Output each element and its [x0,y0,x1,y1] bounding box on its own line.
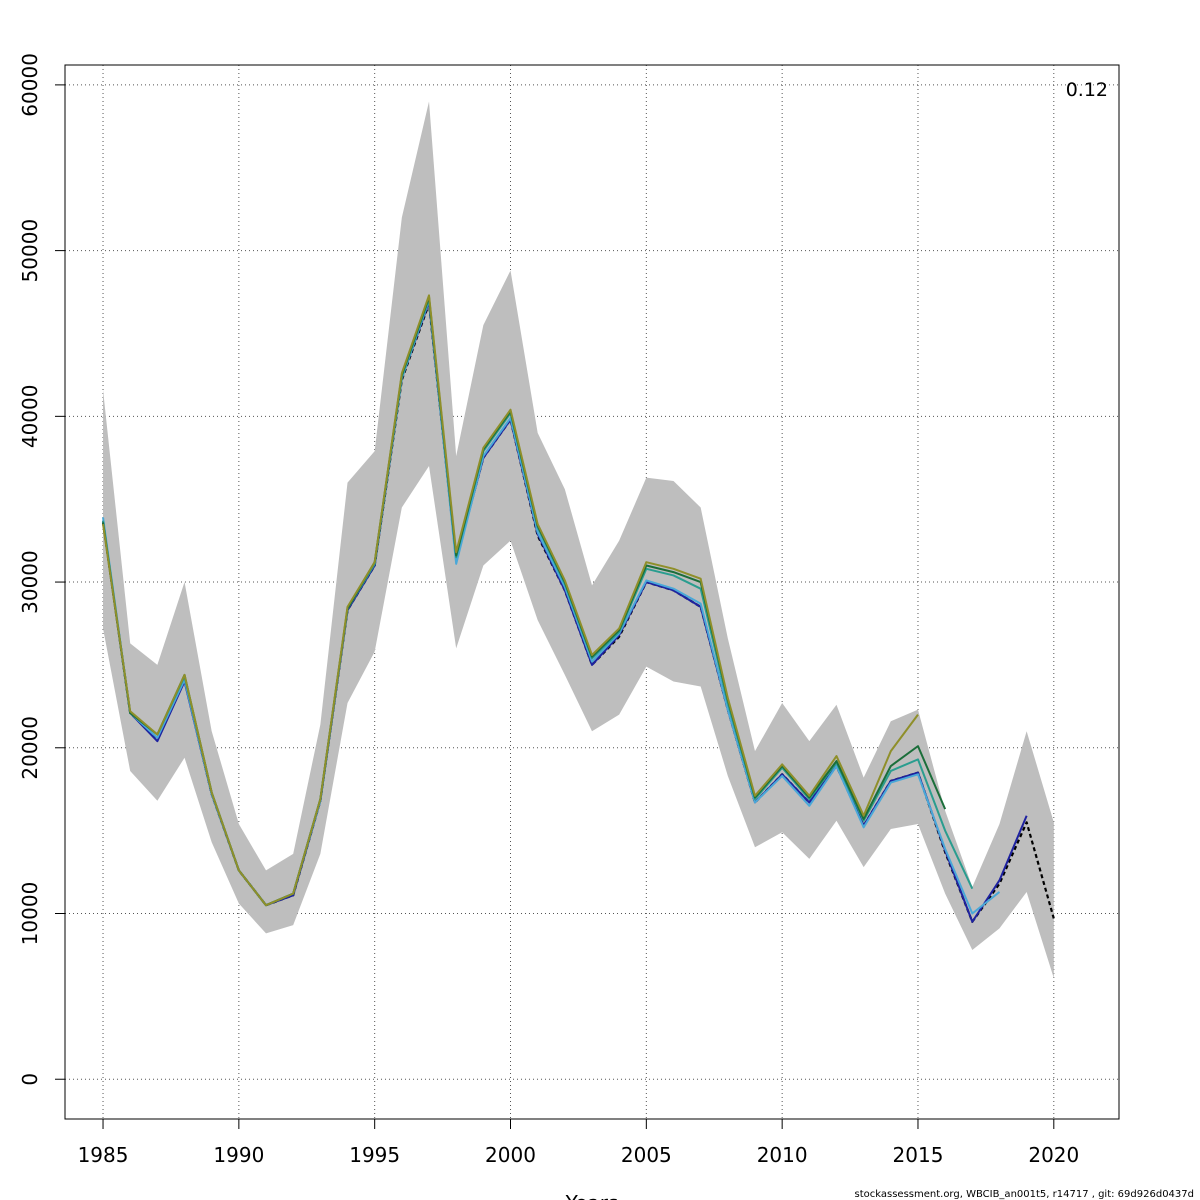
x-tick-label: 2020 [1028,1143,1079,1167]
x-tick-label: 2000 [485,1143,536,1167]
x-axis-label: Years [565,1191,619,1200]
y-tick-label: 40000 [18,385,42,449]
y-tick-label: 0 [18,1073,42,1086]
confidence-band-layer [103,101,1054,979]
x-tick-label: 2005 [621,1143,672,1167]
x-tick-label: 1985 [78,1143,129,1167]
y-tick-label: 20000 [18,716,42,780]
y-tick-label: 10000 [18,882,42,946]
y-tick-label: 30000 [18,550,42,614]
x-tick-label: 1990 [213,1143,264,1167]
confidence-band [103,101,1054,979]
corner-label: 0.12 [1066,79,1108,101]
x-tick-label: 1995 [349,1143,400,1167]
x-tick-label: 2015 [893,1143,944,1167]
y-tick-label: 50000 [18,219,42,283]
series-lines [101,294,1055,923]
plot-frame [64,64,1120,1120]
x-tick-label: 2010 [757,1143,808,1167]
series-line-6 [102,294,919,907]
axes: 1985 1990 1995 2000 2005 2010 2015 2020 0 10000 20… [18,53,1120,1167]
y-tick-label: 60000 [18,53,42,117]
footer-text: stockassessment.org, WBCIB_an001t5, r147… [855,1189,1195,1200]
